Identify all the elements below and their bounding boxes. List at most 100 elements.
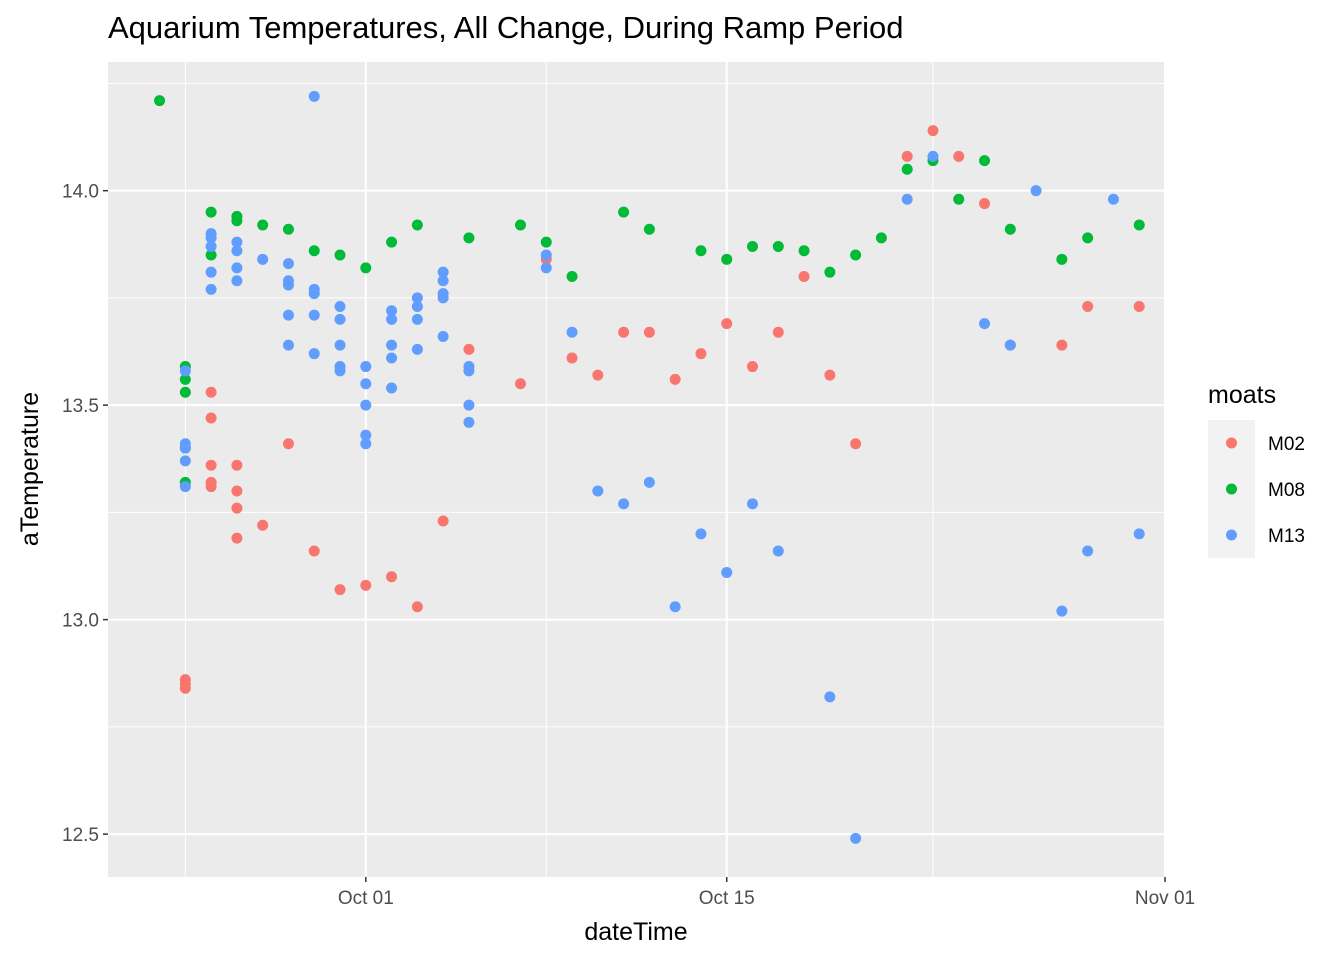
data-point-m13 — [386, 313, 398, 325]
data-point-m13 — [179, 455, 191, 467]
data-point-m08 — [747, 240, 759, 252]
x-tick-label: Oct 01 — [338, 888, 394, 909]
data-point-m13 — [463, 399, 475, 411]
data-point-m13 — [334, 313, 346, 325]
data-point-m13 — [463, 416, 475, 428]
data-point-m02 — [514, 378, 526, 390]
data-point-m08 — [618, 206, 630, 218]
data-point-m02 — [308, 545, 320, 557]
data-point-m13 — [1133, 528, 1145, 540]
data-point-m13 — [901, 193, 913, 205]
data-point-m08 — [179, 373, 191, 385]
data-point-m13 — [360, 429, 372, 441]
data-point-m13 — [618, 498, 630, 510]
data-point-m02 — [721, 318, 733, 330]
data-point-m02 — [901, 150, 913, 162]
data-point-m13 — [1107, 193, 1119, 205]
data-point-m13 — [257, 253, 269, 265]
data-point-m02 — [231, 502, 243, 514]
data-point-m02 — [953, 150, 965, 162]
data-point-m08 — [643, 223, 655, 235]
data-point-m02 — [1133, 301, 1145, 312]
data-point-m08 — [154, 95, 166, 107]
data-point-m13 — [360, 378, 372, 390]
data-point-m08 — [386, 236, 398, 248]
data-point-m13 — [282, 258, 294, 270]
y-tick-label: 13.5 — [62, 396, 99, 417]
data-point-m08 — [205, 249, 217, 261]
data-point-m13 — [231, 245, 243, 257]
data-point-m02 — [386, 571, 398, 583]
data-point-m13 — [360, 399, 372, 411]
data-point-m02 — [334, 584, 346, 596]
data-point-m02 — [747, 361, 759, 373]
data-point-m08 — [334, 249, 346, 261]
data-point-m02 — [463, 343, 475, 355]
data-point-m13 — [386, 352, 398, 364]
data-point-m08 — [1082, 232, 1094, 244]
data-point-m08 — [282, 223, 294, 235]
x-tick-label: Oct 15 — [699, 888, 755, 909]
data-point-m08 — [231, 215, 243, 227]
data-point-m02 — [437, 515, 449, 527]
data-point-m13 — [824, 691, 836, 703]
data-point-m08 — [179, 386, 191, 398]
legend-title: moats — [1208, 381, 1276, 409]
data-point-m02 — [824, 369, 836, 381]
data-point-m02 — [695, 348, 707, 360]
data-point-m13 — [437, 292, 449, 304]
plot-title: Aquarium Temperatures, All Change, Durin… — [108, 10, 904, 45]
data-point-m02 — [231, 485, 243, 497]
data-point-m13 — [386, 339, 398, 351]
data-point-m13 — [334, 301, 346, 312]
data-point-m13 — [592, 485, 604, 497]
grid-minor — [108, 62, 1165, 877]
data-point-m13 — [360, 361, 372, 373]
y-tick-label: 14.0 — [62, 182, 99, 203]
x-axis-title: dateTime — [584, 918, 687, 946]
data-point-m13 — [386, 305, 398, 317]
data-point-m02 — [979, 198, 991, 210]
data-point-m13 — [334, 365, 346, 377]
data-point-m02 — [205, 386, 217, 398]
data-point-m13 — [205, 266, 217, 278]
data-point-m02 — [205, 459, 217, 471]
data-point-m13 — [205, 283, 217, 295]
data-point-m02 — [566, 352, 578, 364]
data-point-m08 — [205, 206, 217, 218]
data-point-m08 — [308, 245, 320, 257]
data-point-m13 — [231, 275, 243, 287]
data-point-m13 — [772, 545, 784, 557]
data-point-m13 — [411, 292, 423, 304]
data-point-m08 — [540, 236, 552, 248]
data-point-m08 — [411, 219, 423, 231]
data-point-m13 — [721, 566, 733, 578]
data-point-m13 — [411, 343, 423, 355]
data-point-m02 — [927, 125, 939, 137]
data-point-m02 — [282, 438, 294, 450]
data-point-m13 — [282, 309, 294, 321]
data-point-m02 — [231, 532, 243, 544]
data-point-m08 — [514, 219, 526, 231]
data-point-m02 — [411, 601, 423, 613]
data-point-m13 — [1004, 339, 1016, 351]
data-point-m13 — [437, 266, 449, 278]
data-point-m13 — [437, 275, 449, 287]
data-point-m08 — [695, 245, 707, 257]
y-tick-label: 13.0 — [62, 611, 99, 632]
data-point-m13 — [179, 365, 191, 377]
legend-key-m02 — [1226, 437, 1237, 449]
data-point-m13 — [1030, 185, 1042, 197]
data-point-m13 — [979, 318, 991, 330]
legend: moats M02 M08 M13 — [1208, 381, 1305, 558]
data-point-m08 — [1133, 219, 1145, 231]
data-point-m13 — [437, 331, 449, 343]
data-point-m08 — [901, 163, 913, 175]
data-point-m13 — [566, 326, 578, 338]
data-point-m02 — [360, 579, 372, 591]
legend-label-m13: M13 — [1268, 526, 1305, 547]
data-point-m13 — [463, 365, 475, 377]
data-point-m13 — [308, 288, 320, 300]
data-point-m13 — [747, 498, 759, 510]
